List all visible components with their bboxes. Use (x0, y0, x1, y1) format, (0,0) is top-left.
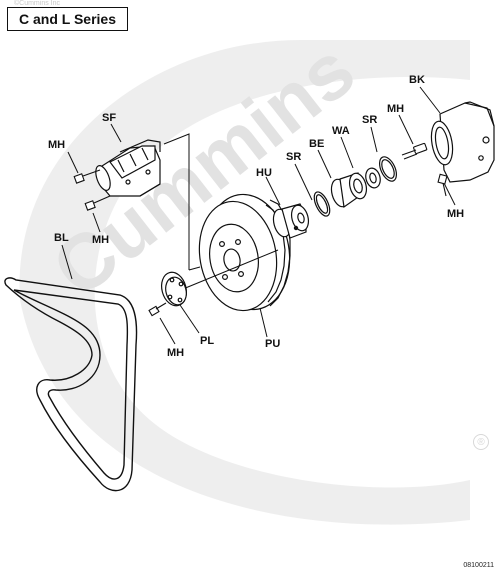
washer (365, 167, 381, 189)
spacer-flange (95, 139, 161, 197)
copyright-text: ©Cummins Inc (14, 0, 60, 7)
hub (272, 203, 310, 239)
callout-pl: PL (200, 335, 215, 347)
mounting-bolt-plate (148, 302, 167, 317)
pulley-plate (161, 271, 187, 307)
bearing (330, 172, 368, 209)
document-number: 08100211 (463, 562, 494, 569)
callout-pu: PU (265, 338, 281, 350)
callout-mh-bracket: MH (447, 208, 465, 220)
mounting-bolt-sf-bottom (84, 195, 111, 211)
snap-ring-right (379, 156, 397, 182)
drive-belt (4, 277, 138, 492)
callout-mh-sf-top: MH (48, 139, 66, 151)
snap-ring-left (313, 191, 331, 217)
center-shaft (182, 249, 279, 290)
callout-sf: SF (102, 112, 117, 124)
mounting-bolt-bracket (437, 173, 448, 197)
callout-be: BE (309, 138, 325, 150)
callout-hu: HU (256, 167, 272, 179)
crankshaft-pulley (198, 193, 291, 312)
support-bracket (430, 101, 495, 183)
registered-mark-icon: ® (473, 434, 489, 450)
callout-bl: BL (54, 232, 69, 244)
callout-sr-right: SR (362, 114, 378, 126)
callout-wa: WA (332, 125, 350, 137)
diagram-title: C and L Series (7, 7, 128, 31)
callout-sr-left: SR (286, 151, 302, 163)
mounting-bolt-shaft (401, 142, 428, 160)
callout-mh-sf-bottom: MH (92, 234, 110, 246)
mounting-bolt-sf-top (73, 169, 101, 184)
callout-mh-top-right: MH (387, 103, 405, 115)
callout-bk: BK (409, 74, 425, 86)
callout-mh-plate: MH (167, 347, 185, 359)
leader-lines (61, 86, 456, 345)
